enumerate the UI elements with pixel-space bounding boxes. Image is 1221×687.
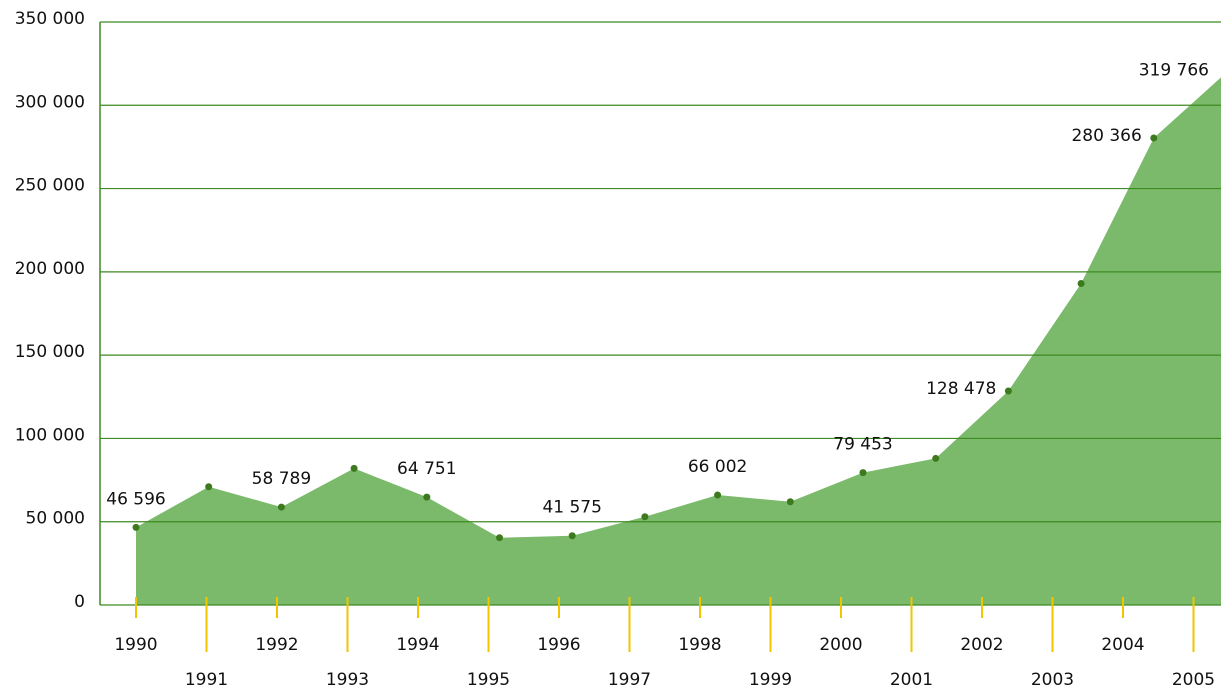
- data-point: [277, 503, 285, 511]
- y-tick-label: 350 000: [15, 9, 85, 29]
- data-point: [205, 483, 213, 491]
- x-tick-label: 2002: [960, 635, 1003, 655]
- data-point: [496, 534, 503, 542]
- x-tick-label: 1999: [749, 670, 792, 687]
- x-tick-label: 1998: [678, 635, 721, 655]
- data-point: [1004, 387, 1012, 395]
- x-tick-label: 2004: [1101, 635, 1144, 655]
- data-label: 41 575: [542, 498, 601, 518]
- y-tick-label: 50 000: [26, 509, 85, 529]
- x-tick-label: 1995: [467, 670, 510, 687]
- data-point: [423, 493, 431, 501]
- data-point: [714, 491, 722, 499]
- data-label: 66 002: [688, 457, 747, 477]
- y-tick-label: 100 000: [15, 425, 85, 445]
- data-label: 64 751: [397, 459, 456, 479]
- data-point: [932, 454, 940, 462]
- data-label: 79 453: [833, 435, 892, 455]
- data-point: [641, 513, 649, 521]
- x-tick-label: 2005: [1172, 670, 1215, 687]
- y-tick-label: 250 000: [15, 176, 85, 196]
- data-point: [568, 532, 576, 540]
- data-label: 319 766: [1139, 60, 1209, 80]
- y-tick-label: 150 000: [15, 342, 85, 362]
- x-tick-label: 2000: [819, 635, 862, 655]
- x-tick-label: 1991: [185, 670, 228, 687]
- x-tick-label: 2003: [1031, 670, 1074, 687]
- data-point: [350, 464, 358, 472]
- data-label: 128 478: [926, 379, 996, 399]
- data-point: [1150, 134, 1158, 142]
- data-point: [786, 498, 794, 506]
- x-tick-label: 1997: [608, 670, 651, 687]
- data-label: 46 596: [106, 489, 165, 509]
- data-label: 58 789: [252, 469, 311, 489]
- y-tick-label: 200 000: [15, 259, 85, 279]
- x-tick-label: 1992: [255, 635, 298, 655]
- x-tick-label: 1994: [396, 635, 439, 655]
- data-point: [1077, 280, 1085, 288]
- x-tick-label: 1990: [114, 635, 157, 655]
- y-tick-label: 300 000: [15, 92, 85, 112]
- data-label: 280 366: [1071, 126, 1141, 146]
- x-tick-label: 1993: [326, 670, 369, 687]
- x-tick-label: 2001: [890, 670, 933, 687]
- data-point: [132, 523, 140, 531]
- data-point: [859, 469, 867, 477]
- y-tick-label: 0: [74, 592, 85, 612]
- x-tick-label: 1996: [537, 635, 580, 655]
- area: [136, 77, 1221, 605]
